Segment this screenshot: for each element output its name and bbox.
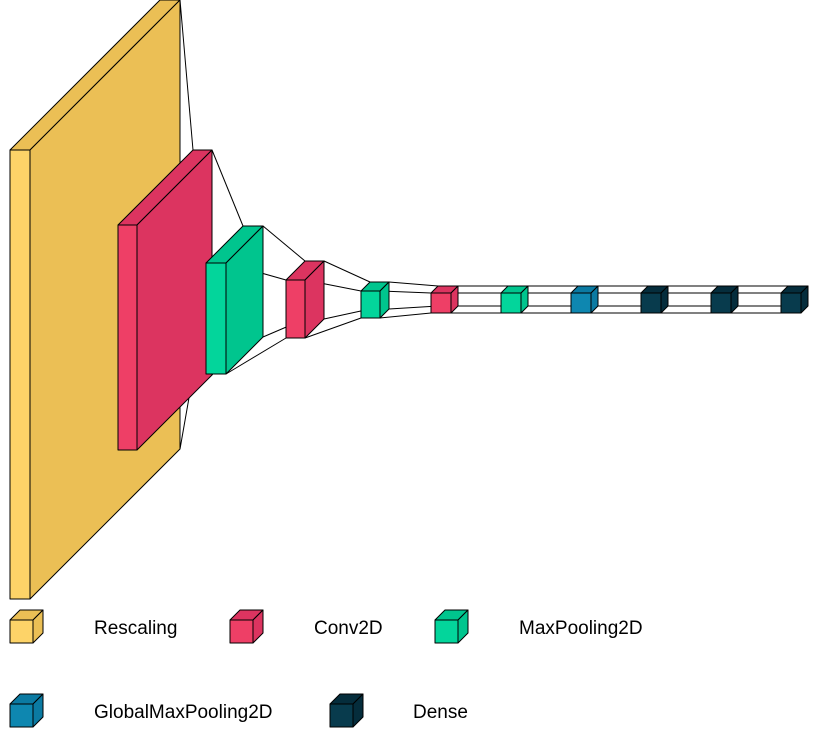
box-front-face xyxy=(329,703,354,728)
layer-rescaling-1 xyxy=(9,0,181,600)
connector-line xyxy=(262,225,306,262)
connector-line xyxy=(388,305,439,310)
legend-item-dense: Dense xyxy=(329,693,468,728)
layer-dense-11 xyxy=(780,285,809,314)
box-front-face xyxy=(570,292,592,314)
box-front-face xyxy=(710,292,732,314)
legend-swatch-icon xyxy=(329,693,364,728)
layer-stack xyxy=(9,0,809,600)
box-front-face xyxy=(9,703,34,728)
legend-label: Conv2D xyxy=(314,618,383,639)
layer-conv2d-4 xyxy=(285,260,325,339)
legend-item-globalmaxpooling2d: GlobalMaxPooling2D xyxy=(9,693,273,728)
connector-line xyxy=(225,337,287,375)
box-front-face xyxy=(360,290,381,319)
connector-line xyxy=(323,260,371,283)
box-front-face xyxy=(9,619,34,644)
box-front-face xyxy=(430,292,452,314)
legend-label: Dense xyxy=(413,702,468,723)
layer-globalmaxpooling2d-8 xyxy=(570,285,599,314)
legend-swatch-icon xyxy=(229,609,264,644)
legend-item-conv2d: Conv2D xyxy=(229,609,383,644)
legend-swatch-icon xyxy=(434,609,469,644)
layer-maxpooling2d-7 xyxy=(500,285,529,314)
box-front-face xyxy=(9,149,31,600)
connector-line xyxy=(388,281,439,287)
box-front-face xyxy=(229,619,254,644)
legend-label: Rescaling xyxy=(94,618,177,639)
legend-label: GlobalMaxPooling2D xyxy=(94,702,273,723)
box-front-face xyxy=(285,279,306,339)
layer-conv2d-6 xyxy=(430,285,459,314)
box-front-face xyxy=(117,224,138,451)
connector-line xyxy=(379,312,432,319)
legend-label: MaxPooling2D xyxy=(519,618,643,639)
legend-swatch-icon xyxy=(9,693,44,728)
layer-dense-9 xyxy=(640,285,669,314)
layer-dense-10 xyxy=(710,285,739,314)
box-front-face xyxy=(640,292,662,314)
connector-line xyxy=(211,149,244,227)
legend-item-maxpooling2d: MaxPooling2D xyxy=(434,609,643,644)
layer-maxpooling2d-5 xyxy=(360,281,390,319)
box-front-face xyxy=(500,292,522,314)
legend: Rescaling Conv2D MaxPooling2D GlobalMaxPool… xyxy=(9,609,643,728)
box-front-face xyxy=(434,619,459,644)
connector-line xyxy=(179,0,194,151)
legend-swatch-icon xyxy=(9,609,44,644)
layer-conv2d-2 xyxy=(117,149,213,451)
box-front-face xyxy=(205,262,227,375)
legend-item-rescaling: Rescaling xyxy=(9,609,177,644)
connector-line xyxy=(304,317,362,339)
layer-maxpooling2d-3 xyxy=(205,225,264,375)
box-front-face xyxy=(780,292,802,314)
